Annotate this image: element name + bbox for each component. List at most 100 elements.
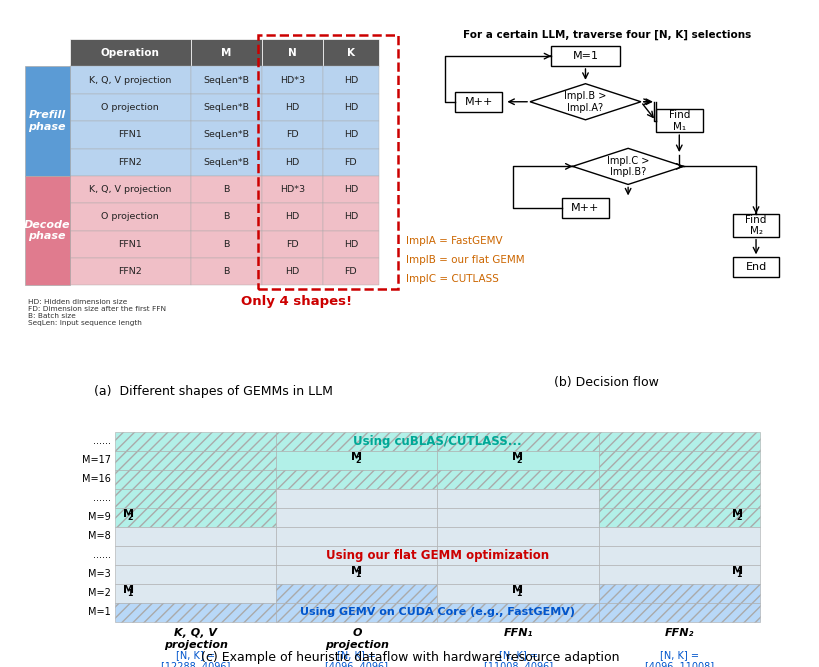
Text: M=2: M=2 xyxy=(88,588,111,598)
Text: M=3: M=3 xyxy=(88,570,111,580)
Text: Operation: Operation xyxy=(101,48,160,58)
Bar xyxy=(455,92,502,111)
Text: M++: M++ xyxy=(571,203,599,213)
Bar xyxy=(437,508,598,527)
Text: [N, K] =
[12288, 4096]: [N, K] = [12288, 4096] xyxy=(161,650,230,667)
Text: (c) Example of heuristic dataflow with hardware resource adaption: (c) Example of heuristic dataflow with h… xyxy=(201,651,618,664)
Bar xyxy=(276,584,437,603)
Polygon shape xyxy=(529,83,640,120)
Bar xyxy=(322,121,378,149)
Text: HD: HD xyxy=(343,103,358,112)
Bar xyxy=(190,67,262,94)
Text: (b) Decision flow: (b) Decision flow xyxy=(554,376,658,389)
Text: M=9: M=9 xyxy=(88,512,111,522)
Text: M: M xyxy=(221,48,231,58)
Bar xyxy=(276,489,437,508)
Text: SeqLen*B: SeqLen*B xyxy=(203,103,249,112)
Bar xyxy=(262,39,322,67)
Text: [N, K] =
[4096, 11008]: [N, K] = [4096, 11008] xyxy=(644,650,713,667)
Bar xyxy=(276,451,437,470)
Text: Using our flat GEMM optimization: Using our flat GEMM optimization xyxy=(325,549,549,562)
Bar xyxy=(322,67,378,94)
Bar xyxy=(190,121,262,149)
Bar xyxy=(276,527,437,546)
Text: K, Q, V
projection: K, Q, V projection xyxy=(164,628,228,650)
Text: HD: HD xyxy=(343,130,358,139)
Bar xyxy=(70,258,190,285)
Bar xyxy=(322,176,378,203)
Bar xyxy=(322,39,378,67)
Bar xyxy=(437,603,598,622)
Bar xyxy=(70,67,190,94)
Text: M: M xyxy=(351,452,361,462)
Text: For a certain LLM, traverse four [N, K] selections: For a certain LLM, traverse four [N, K] … xyxy=(462,29,750,40)
Text: M: M xyxy=(731,566,742,576)
Text: FFN2: FFN2 xyxy=(118,157,142,167)
Text: 1: 1 xyxy=(516,589,521,598)
Bar xyxy=(70,176,190,203)
Text: HD: HD xyxy=(343,213,358,221)
Text: Only 4 shapes!: Only 4 shapes! xyxy=(240,295,351,308)
Bar xyxy=(322,149,378,176)
Text: Prefill
phase: Prefill phase xyxy=(29,110,66,132)
Text: FFN1: FFN1 xyxy=(118,130,142,139)
Bar xyxy=(70,94,190,121)
Text: M: M xyxy=(731,510,742,520)
Text: HD: HD xyxy=(285,213,299,221)
Bar xyxy=(262,203,322,231)
Bar xyxy=(598,470,759,489)
Text: FFN₁: FFN₁ xyxy=(503,628,532,638)
Text: FD: FD xyxy=(286,130,298,139)
Bar xyxy=(276,603,437,622)
Bar xyxy=(437,489,598,508)
Text: Impl.B >
Impl.A?: Impl.B > Impl.A? xyxy=(563,91,606,113)
Text: End: End xyxy=(744,262,766,272)
Text: FFN1: FFN1 xyxy=(118,240,142,249)
Bar xyxy=(258,35,397,289)
Bar xyxy=(322,203,378,231)
Text: Find
M₂: Find M₂ xyxy=(744,215,766,236)
Bar xyxy=(70,203,190,231)
Text: HD: HD xyxy=(285,157,299,167)
Text: N: N xyxy=(287,48,296,58)
Bar xyxy=(276,565,437,584)
Bar xyxy=(437,527,598,546)
Text: B: B xyxy=(223,267,229,276)
Bar xyxy=(70,231,190,258)
Text: O projection: O projection xyxy=(102,213,159,221)
Bar xyxy=(598,451,759,470)
Bar xyxy=(322,258,378,285)
Text: M=1: M=1 xyxy=(88,608,111,618)
Bar xyxy=(70,121,190,149)
Bar xyxy=(190,203,262,231)
Bar xyxy=(322,94,378,121)
Text: ......: ...... xyxy=(93,494,111,504)
Bar xyxy=(115,527,276,546)
Text: ImplB = our flat GEMM: ImplB = our flat GEMM xyxy=(406,255,524,265)
Text: FFN₂: FFN₂ xyxy=(664,628,693,638)
Text: M: M xyxy=(123,510,133,520)
Bar xyxy=(262,67,322,94)
Text: 2: 2 xyxy=(355,456,360,465)
Bar xyxy=(598,546,759,565)
Bar xyxy=(70,39,190,67)
Bar xyxy=(190,149,262,176)
Bar xyxy=(262,121,322,149)
Text: Decode
phase: Decode phase xyxy=(24,220,70,241)
Bar xyxy=(190,258,262,285)
Text: 1: 1 xyxy=(127,589,133,598)
Text: M++: M++ xyxy=(464,97,492,107)
Bar xyxy=(25,176,70,285)
Bar xyxy=(437,584,598,603)
Bar xyxy=(70,149,190,176)
Bar xyxy=(437,546,598,565)
Polygon shape xyxy=(572,148,683,185)
Text: M: M xyxy=(123,586,133,596)
Bar xyxy=(25,67,70,176)
Text: K, Q, V projection: K, Q, V projection xyxy=(89,185,171,194)
Bar xyxy=(598,603,759,622)
Bar xyxy=(190,94,262,121)
Text: Impl.C >
Impl.B?: Impl.C > Impl.B? xyxy=(606,155,649,177)
Text: ......: ...... xyxy=(93,436,111,446)
Bar xyxy=(115,432,276,451)
